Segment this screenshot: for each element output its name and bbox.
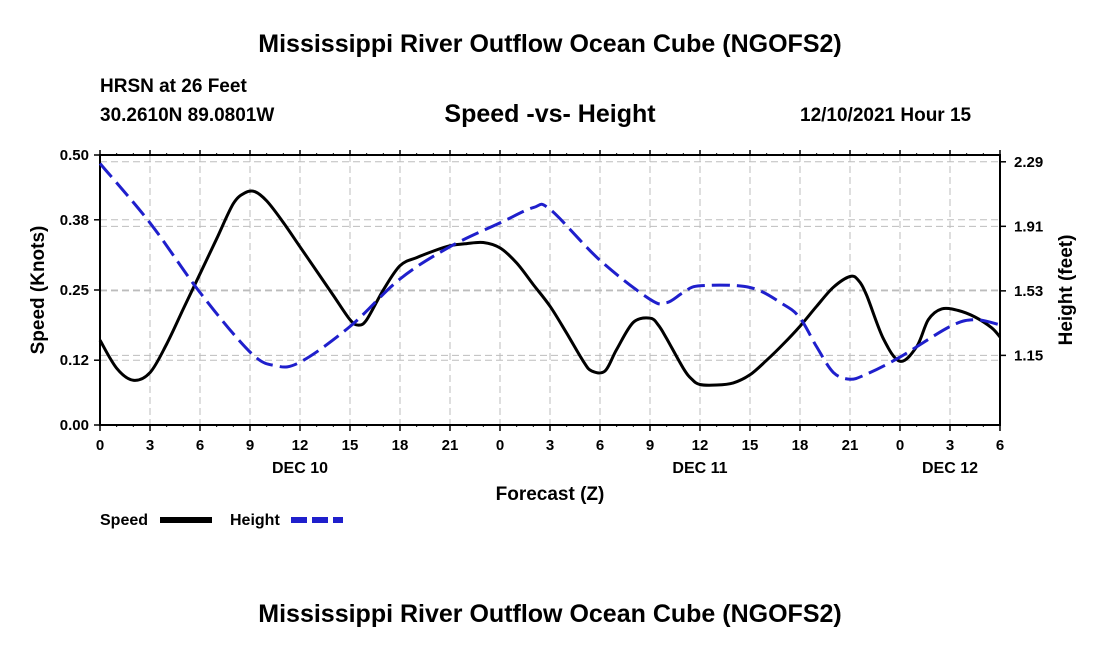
y-tick-label: 0.12 (60, 352, 89, 369)
x-tick-label: 18 (392, 437, 409, 454)
x-tick-label: 6 (596, 437, 604, 454)
y-axis-right: 1.15 1.53 1.91 2.29 (1000, 154, 1043, 364)
y2-tick-label: 1.91 (1014, 218, 1043, 235)
x-tick-label: 9 (646, 437, 654, 454)
y-tick-label: 0.00 (60, 417, 89, 434)
station-label: HRSN at 26 Feet (100, 76, 247, 97)
x-tick-label: 0 (496, 437, 504, 454)
y-tick-label: 0.50 (60, 147, 89, 164)
x-axis-label: Forecast (Z) (496, 484, 605, 505)
footer-title: Mississippi River Outflow Ocean Cube (NG… (258, 600, 842, 628)
x-date-label: DEC 12 (922, 460, 978, 477)
x-tick-label: 15 (742, 437, 759, 454)
legend-height-label: Height (230, 512, 280, 529)
x-tick-label: 18 (792, 437, 809, 454)
x-tick-label: 6 (996, 437, 1004, 454)
chart-title: Mississippi River Outflow Ocean Cube (NG… (258, 30, 842, 58)
forecast-datetime: 12/10/2021 Hour 15 (800, 105, 972, 126)
x-tick-label: 21 (442, 437, 459, 454)
y-tick-label: 0.25 (60, 282, 89, 299)
series-line-speed (98, 189, 1002, 387)
x-tick-label: 6 (196, 437, 204, 454)
series (98, 162, 1002, 387)
y2-axis-label: Height (feet) (1056, 235, 1077, 346)
x-tick-label: 3 (146, 437, 154, 454)
series-line-height (98, 162, 1001, 381)
y-axis-left: 0.00 0.12 0.25 0.38 0.50 (60, 147, 100, 434)
legend-speed-label: Speed (100, 512, 148, 529)
x-tick-label: 15 (342, 437, 359, 454)
x-tick-label: 12 (292, 437, 309, 454)
x-tick-label: 21 (842, 437, 859, 454)
y-axis-label: Speed (Knots) (28, 226, 49, 355)
chart-subtitle: Speed -vs- Height (444, 100, 656, 128)
x-tick-label: 0 (896, 437, 904, 454)
y-tick-label: 0.38 (60, 212, 89, 229)
y2-tick-label: 2.29 (1014, 154, 1043, 171)
x-date-label: DEC 11 (672, 460, 727, 477)
coordinates-label: 30.2610N 89.0801W (100, 105, 275, 126)
y2-tick-label: 1.53 (1014, 283, 1043, 300)
x-tick-label: 3 (546, 437, 554, 454)
x-tick-label: 0 (96, 437, 104, 454)
x-axis: 0 3 6 9 12 15 18 21 0 3 6 9 12 15 18 21 0 3 6 (96, 150, 1004, 454)
date-labels: DEC 10 DEC 11 DEC 12 (272, 460, 978, 477)
legend: Speed Height (100, 512, 343, 529)
y2-tick-label: 1.15 (1014, 347, 1043, 364)
x-date-label: DEC 10 (272, 460, 328, 477)
x-tick-label: 9 (246, 437, 254, 454)
x-tick-label: 3 (946, 437, 954, 454)
x-tick-label: 12 (692, 437, 709, 454)
